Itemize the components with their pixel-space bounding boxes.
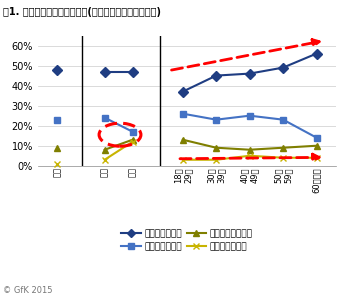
ガソリンスタンド [281, 146, 285, 149]
インターネット [214, 158, 218, 162]
Legend: カーディーラー, カー用品量販店, ガソリンスタンド, インターネット: カーディーラー, カー用品量販店, ガソリンスタンド, インターネット [117, 226, 257, 255]
カーディーラー [214, 74, 218, 77]
Text: © GfK 2015: © GfK 2015 [3, 286, 53, 295]
カー用品量販店 [214, 118, 218, 121]
インターネット [248, 154, 252, 157]
インターネット [181, 158, 185, 162]
インターネット [281, 156, 285, 160]
ガソリンスタンド [315, 144, 319, 147]
カーディーラー [315, 52, 319, 55]
ガソリンスタンド [248, 148, 252, 152]
カーディーラー [281, 66, 285, 69]
インターネット [315, 156, 319, 160]
カー用品量販店 [248, 114, 252, 118]
Text: 図1. エンジンオイル購入場所(最も購入回数が多い場所): 図1. エンジンオイル購入場所(最も購入回数が多い場所) [3, 7, 162, 17]
Line: カーディーラー: カーディーラー [179, 50, 320, 95]
カー用品量販店 [181, 112, 185, 115]
Line: カー用品量販店: カー用品量販店 [179, 110, 320, 141]
Line: ガソリンスタンド: ガソリンスタンド [179, 136, 320, 153]
ガソリンスタンド [181, 138, 185, 141]
カーディーラー [248, 72, 252, 75]
ガソリンスタンド [214, 146, 218, 149]
Line: インターネット: インターネット [179, 152, 320, 163]
カーディーラー [181, 90, 185, 94]
カー用品量販店 [315, 136, 319, 139]
カー用品量販店 [281, 118, 285, 121]
